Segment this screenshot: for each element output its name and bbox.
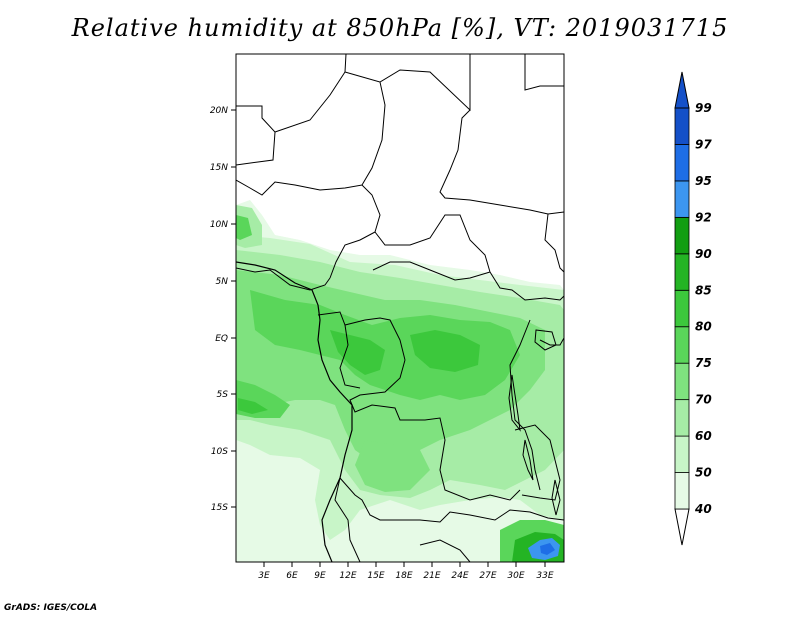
lon-tick-label: 3E [258,571,270,581]
lon-tick-label: 15E [367,571,384,581]
lat-tick-label: 10N [210,220,228,230]
lon-tick-label: 6E [286,571,298,581]
colorbar-segment [674,216,690,255]
lat-tick-label: 5N [216,277,229,287]
colorbar-arrow-high [674,71,690,109]
lat-tick-label: 10S [211,447,228,457]
colorbar-label: 99 [695,101,712,115]
lat-tick-label: 20N [210,106,228,116]
colorbar-arrow-low [674,508,690,546]
rh-80-area [250,290,520,400]
colorbar-segment [674,289,690,328]
rh-85-west [238,398,268,414]
map-frame [235,53,565,563]
colorbar: 40 50 60 70 75 80 85 90 92 95 97 99 [674,71,712,546]
colorbar-segment [674,472,690,510]
coastline [236,261,353,562]
credit-text: GrADS: IGES/COLA [4,603,98,613]
colorbar-label: 90 [695,247,712,261]
lon-tick-label: 24E [451,571,468,581]
lon-tick-label: 9E [314,571,326,581]
colorbar-label: 60 [695,429,712,443]
colorbar-segment [674,180,690,218]
colorbar-label: 50 [695,466,712,480]
colorbar-segment [674,253,690,291]
colorbar-segment [674,326,690,364]
rh-85-area-2 [410,330,480,372]
rh-75-south [355,440,430,492]
lat-tick-label: 15S [211,503,228,513]
lon-tick-label: 33E [536,571,553,581]
lat-tick-label: 5S [217,390,229,400]
rh-97-se [540,543,555,555]
lat-tick-label: 15N [210,163,228,173]
colorbar-segment [674,399,690,437]
lon-tick-label: 21E [423,571,440,581]
humidity-field [236,200,564,562]
lakes [508,329,561,516]
colorbar-label: 97 [695,137,712,151]
lon-tick-label: 27E [479,571,496,581]
rh-80-west-north [236,215,252,240]
colorbar-label: 80 [695,320,712,334]
colorbar-label: 95 [695,174,712,188]
lon-tick-label: 18E [395,571,412,581]
lat-axis: 20N 15N 10N 5N EQ 5S 10S 15S [210,106,236,513]
colorbar-segment [674,107,690,145]
colorbar-label: 85 [695,283,712,297]
rh-85-area [330,330,385,375]
lon-tick-label: 12E [339,571,356,581]
lon-tick-label: 30E [507,571,524,581]
colorbar-segment [674,435,690,473]
colorbar-label: 40 [694,502,712,516]
lon-axis: 3E 6E 9E 12E 15E 18E 21E 24E 27E 30E 33E [258,562,554,581]
colorbar-label: 70 [695,393,712,407]
colorbar-segment [674,144,690,182]
country-borders [236,54,564,562]
colorbar-label: 75 [695,356,712,370]
map-title: Relative humidity at 850hPa [%], VT: 201… [71,14,729,42]
lat-tick-label: EQ [215,334,228,344]
colorbar-segment [674,362,690,401]
colorbar-label: 92 [695,210,712,224]
